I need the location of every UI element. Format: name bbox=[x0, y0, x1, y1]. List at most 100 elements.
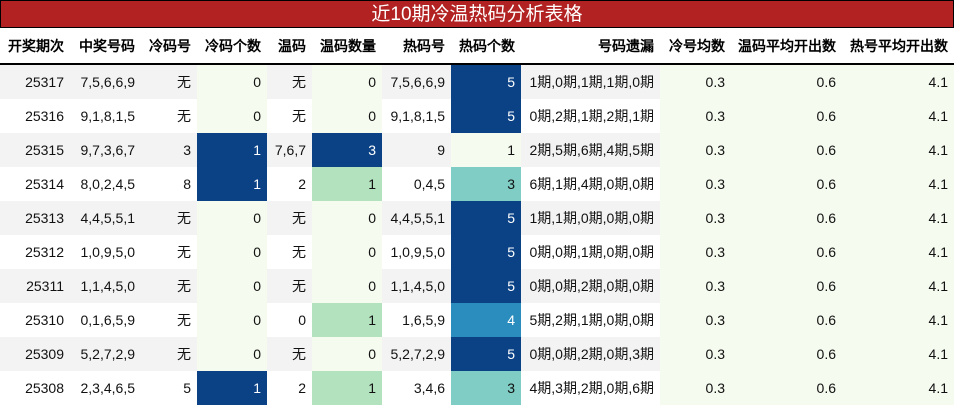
table-cell: 0期,0期,2期,0期,0期 bbox=[521, 269, 660, 303]
table-cell: 0 bbox=[298, 312, 306, 328]
table-cell: 0,4,5 bbox=[413, 176, 445, 192]
table-cell: 25317 bbox=[0, 64, 70, 99]
table-cell: 25310 bbox=[25, 312, 64, 328]
table-cell: 0 bbox=[197, 235, 267, 269]
table-cell: 2期,5期,6期,4期,5期 bbox=[521, 133, 660, 167]
table-cell: 1 bbox=[451, 133, 521, 167]
table-cell: 3 bbox=[312, 133, 382, 167]
column-header[interactable]: 中奖号码 bbox=[70, 28, 141, 65]
table-cell: 0.6 bbox=[731, 235, 842, 269]
table-cell: 2 bbox=[298, 380, 306, 396]
table-cell: 25309 bbox=[0, 337, 70, 371]
table-cell: 无 bbox=[177, 312, 191, 328]
table-cell: 5 bbox=[451, 337, 521, 371]
table-cell: 3 bbox=[141, 133, 197, 167]
table-cell: 无 bbox=[267, 269, 312, 303]
table-cell: 1,1,4,5,0 bbox=[382, 269, 451, 303]
table-cell: 9,1,8,1,5 bbox=[390, 108, 446, 124]
table-cell: 0.6 bbox=[731, 99, 842, 133]
table-cell: 4.1 bbox=[842, 167, 954, 201]
table-cell: 0,1,6,5,9 bbox=[80, 312, 136, 328]
table-cell: 4.1 bbox=[842, 337, 954, 371]
column-header[interactable]: 温码数量 bbox=[312, 28, 382, 65]
table-cell: 25313 bbox=[0, 201, 70, 235]
table-cell: 无 bbox=[141, 201, 197, 235]
table-cell: 9 bbox=[382, 133, 451, 167]
table-cell: 25312 bbox=[25, 244, 64, 260]
table-cell: 0 bbox=[312, 337, 382, 371]
table-cell: 2 bbox=[298, 176, 306, 192]
table-cell: 7,5,6,6,9 bbox=[382, 64, 451, 99]
table-cell: 9,1,8,1,5 bbox=[80, 108, 136, 124]
table-cell: 3 bbox=[451, 371, 521, 405]
table-cell: 4.1 bbox=[842, 133, 954, 167]
table-cell: 3,4,6 bbox=[413, 380, 445, 396]
table-cell: 0.3 bbox=[660, 371, 731, 405]
table-cell: 1 bbox=[312, 303, 382, 337]
table-cell: 无 bbox=[267, 337, 312, 371]
table-cell: 7,5,6,6,9 bbox=[70, 64, 141, 99]
column-header[interactable]: 冷码个数 bbox=[197, 28, 267, 65]
table-cell: 1期,0期,1期,1期,0期 bbox=[521, 64, 660, 99]
table-cell: 0.6 bbox=[731, 167, 842, 201]
table-cell: 0 bbox=[312, 201, 382, 235]
header-row: 开奖期次 中奖号码 冷码号 冷码个数 温码 温码数量 热码号 热码个数 号码遗漏 冷号均数 温码平均… bbox=[0, 28, 954, 65]
table-cell: 0 bbox=[197, 337, 267, 371]
table-cell: 4.1 bbox=[842, 64, 954, 99]
table-cell: 0.3 bbox=[660, 64, 731, 99]
table-cell: 6期,1期,4期,0期,0期 bbox=[529, 176, 655, 192]
column-header[interactable]: 热码个数 bbox=[451, 28, 521, 65]
table-cell: 0.6 bbox=[731, 371, 842, 405]
table-cell: 无 bbox=[177, 108, 191, 124]
column-header[interactable]: 温码 bbox=[267, 28, 312, 65]
table-cell: 2,3,4,6,5 bbox=[80, 380, 136, 396]
table-cell: 0 bbox=[197, 269, 267, 303]
table-cell: 4.1 bbox=[842, 371, 954, 405]
table-cell: 0 bbox=[312, 235, 382, 269]
table-cell: 25311 bbox=[0, 269, 70, 303]
table-row: 25315 9,7,3,6,7 3 1 7,6,7 3 9 1 2期,5期,6期,4期,5期 0.… bbox=[0, 133, 954, 167]
table-row: 25317 7,5,6,6,9 无 0 无 0 7,5,6,6,9 5 1期,0期,1期,1期,… bbox=[0, 64, 954, 99]
table-cell: 4 bbox=[451, 303, 521, 337]
table-cell: 4.1 bbox=[842, 201, 954, 235]
table-cell: 5,2,7,2,9 bbox=[382, 337, 451, 371]
table-cell: 1,0,9,5,0 bbox=[390, 244, 446, 260]
table-cell: 25315 bbox=[0, 133, 70, 167]
table-cell: 0 bbox=[312, 64, 382, 99]
table-cell: 25314 bbox=[25, 176, 64, 192]
column-header[interactable]: 热码号 bbox=[382, 28, 451, 65]
column-header[interactable]: 温码平均开出数 bbox=[731, 28, 842, 65]
table-cell: 无 bbox=[141, 64, 197, 99]
table-cell: 0.3 bbox=[660, 133, 731, 167]
table-cell: 0 bbox=[312, 99, 382, 133]
table-row: 25311 1,1,4,5,0 无 0 无 0 1,1,4,5,0 5 0期,0期,2期,0期,… bbox=[0, 269, 954, 303]
table-cell: 5 bbox=[451, 64, 521, 99]
table-cell: 0.6 bbox=[731, 303, 842, 337]
table-cell: 1 bbox=[312, 371, 382, 405]
table-cell: 7,6,7 bbox=[267, 133, 312, 167]
table-cell: 无 bbox=[292, 244, 306, 260]
table-cell: 无 bbox=[267, 201, 312, 235]
table-cell: 0.6 bbox=[731, 133, 842, 167]
table-title: 近10期冷温热码分析表格 bbox=[0, 0, 954, 28]
column-header[interactable]: 热号平均开出数 bbox=[842, 28, 954, 65]
table-cell: 0期,0期,2期,0期,3期 bbox=[521, 337, 660, 371]
column-header[interactable]: 冷号均数 bbox=[660, 28, 731, 65]
column-header[interactable]: 号码遗漏 bbox=[521, 28, 660, 65]
table-cell: 无 bbox=[141, 269, 197, 303]
table-cell: 4.1 bbox=[842, 235, 954, 269]
table-cell: 0.3 bbox=[660, 235, 731, 269]
table-cell: 0 bbox=[312, 269, 382, 303]
column-header[interactable]: 开奖期次 bbox=[0, 28, 70, 65]
table-row: 25310 0,1,6,5,9 无 0 0 1 1,6,5,9 4 5期,2期,1期,0期,0期… bbox=[0, 303, 954, 337]
table-row: 25313 4,4,5,5,1 无 0 无 0 4,4,5,5,1 5 1期,1期,0期,0期,… bbox=[0, 201, 954, 235]
table-cell: 无 bbox=[141, 337, 197, 371]
table-cell: 1,6,5,9 bbox=[402, 312, 445, 328]
table-cell: 4,4,5,5,1 bbox=[70, 201, 141, 235]
table-cell: 5 bbox=[451, 99, 521, 133]
table-row: 25316 9,1,8,1,5 无 0 无 0 9,1,8,1,5 5 0期,2期,1期,2期,… bbox=[0, 99, 954, 133]
table-cell: 5期,2期,1期,0期,0期 bbox=[529, 312, 655, 328]
table-cell: 0.6 bbox=[731, 64, 842, 99]
table-cell: 5 bbox=[451, 269, 521, 303]
column-header[interactable]: 冷码号 bbox=[141, 28, 197, 65]
